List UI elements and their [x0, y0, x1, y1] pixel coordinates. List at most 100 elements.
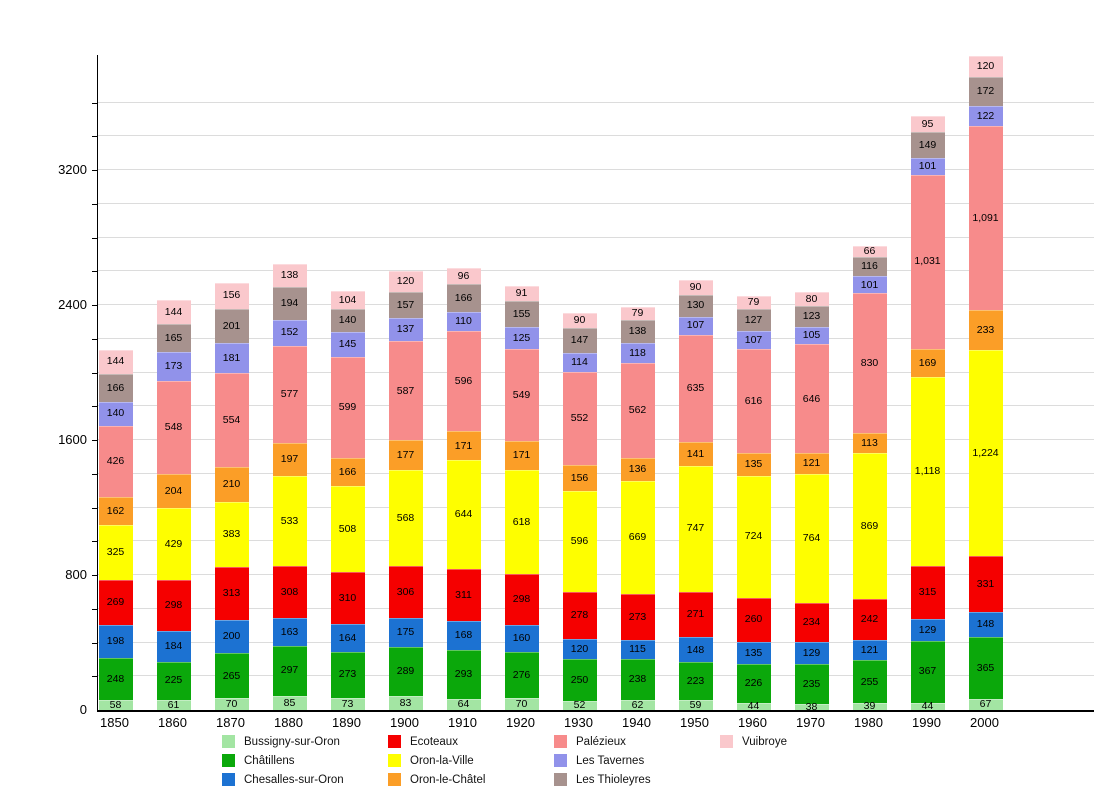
bar-segment-les-tavernes: 140 — [98, 401, 133, 426]
segment-value-label: 165 — [164, 331, 183, 344]
x-tick-label: 1920 — [506, 715, 535, 730]
legend-swatch-icon — [388, 773, 401, 786]
bar-segment-les-thioleyres: 140 — [330, 308, 365, 333]
bar-segment-chesalles-sur-oron: 198 — [98, 624, 133, 659]
bar-segment-oron-la-ville: 596 — [562, 491, 597, 592]
bar-segment-les-tavernes: 107 — [736, 330, 771, 349]
legend-swatch-icon — [554, 735, 567, 748]
segment-value-label: 171 — [454, 439, 473, 452]
y-tick-mark — [92, 642, 97, 644]
bar-segment-ecoteaux: 260 — [736, 597, 771, 642]
segment-value-label: 163 — [280, 625, 299, 638]
bar-segment-ecoteaux: 310 — [330, 571, 365, 624]
y-tick-mark — [92, 406, 97, 408]
segment-value-label: 95 — [921, 118, 934, 131]
y-tick-mark — [92, 541, 97, 543]
gridline — [98, 304, 1094, 305]
bar-segment-les-thioleyres: 194 — [272, 287, 307, 320]
bar-segment-oron-la-ville: 383 — [214, 502, 249, 567]
segment-value-label: 166 — [338, 465, 357, 478]
y-tick-label: 1600 — [58, 432, 87, 447]
bar-segment-bussigny-sur-oron: 52 — [562, 699, 597, 712]
y-tick-mark — [92, 676, 97, 678]
bar-segment-oron-la-ville: 325 — [98, 524, 133, 580]
bar-segment-pal-zieux: 1,091 — [968, 126, 1003, 311]
segment-value-label: 125 — [512, 331, 531, 344]
y-tick-mark — [92, 237, 97, 239]
y-tick-mark — [92, 136, 97, 138]
segment-value-label: 83 — [399, 696, 412, 709]
bar-segment-bussigny-sur-oron: 73 — [330, 697, 365, 710]
bar-segment-les-thioleyres: 201 — [214, 308, 249, 343]
bar-segment-oron-le-ch-tel: 204 — [156, 473, 191, 509]
bar-segment-chesalles-sur-oron: 120 — [562, 638, 597, 660]
bar-segment-vuibroye: 144 — [98, 349, 133, 374]
legend-label: Bussigny-sur-Oron — [244, 735, 340, 748]
segment-value-label: 152 — [280, 326, 299, 339]
segment-value-label: 331 — [976, 577, 995, 590]
x-tick-label: 2000 — [970, 715, 999, 730]
bar-segment-les-thioleyres: 116 — [852, 256, 887, 277]
bar-segment-bussigny-sur-oron: 38 — [794, 702, 829, 712]
segment-value-label: 66 — [863, 244, 876, 257]
bar-segment-les-tavernes: 105 — [794, 326, 829, 345]
x-tick-label: 1940 — [622, 715, 651, 730]
segment-value-label: 107 — [686, 319, 705, 332]
segment-value-label: 101 — [918, 159, 937, 172]
bar-segment-ecoteaux: 298 — [504, 574, 539, 625]
bar-segment-oron-la-ville: 747 — [678, 465, 713, 592]
segment-value-label: 138 — [280, 269, 299, 282]
segment-value-label: 162 — [106, 504, 125, 517]
segment-value-label: 123 — [802, 309, 821, 322]
legend-label: Les Thioleyres — [576, 773, 651, 786]
segment-value-label: 289 — [396, 665, 415, 678]
segment-value-label: 308 — [280, 585, 299, 598]
segment-value-label: 113 — [861, 436, 878, 449]
y-tick-mark — [92, 271, 97, 273]
y-tick-label: 3200 — [58, 162, 87, 177]
legend-swatch-icon — [388, 754, 401, 767]
segment-value-label: 122 — [976, 109, 995, 122]
bar-segment-bussigny-sur-oron: 39 — [852, 701, 887, 711]
bar-segment-chesalles-sur-oron: 121 — [852, 639, 887, 661]
bar-segment-bussigny-sur-oron: 83 — [388, 696, 423, 710]
gridline — [98, 135, 1094, 137]
bar-segment-ecoteaux: 311 — [446, 568, 481, 622]
legend-swatch-icon — [388, 735, 401, 748]
segment-value-label: 52 — [573, 699, 586, 712]
segment-value-label: 127 — [744, 313, 763, 326]
gridline — [98, 101, 1094, 103]
segment-value-label: 105 — [802, 329, 821, 342]
x-tick-label: 1930 — [564, 715, 593, 730]
bar-segment-ch-tillens: 238 — [620, 659, 655, 700]
segment-value-label: 235 — [802, 677, 821, 690]
segment-value-label: 114 — [571, 355, 588, 368]
segment-value-label: 144 — [106, 355, 125, 368]
gridline — [98, 169, 1094, 170]
segment-value-label: 67 — [979, 698, 992, 711]
segment-value-label: 44 — [921, 700, 934, 713]
segment-value-label: 554 — [222, 413, 241, 426]
segment-value-label: 177 — [396, 449, 415, 462]
bar-segment-chesalles-sur-oron: 135 — [736, 641, 771, 665]
y-tick-label: 800 — [65, 567, 87, 582]
segment-value-label: 121 — [860, 643, 879, 656]
segment-value-label: 197 — [280, 453, 299, 466]
segment-value-label: 830 — [860, 357, 879, 370]
segment-value-label: 365 — [976, 661, 995, 674]
segment-value-label: 172 — [976, 84, 995, 97]
bar-segment-bussigny-sur-oron: 61 — [156, 700, 191, 710]
y-tick-mark — [92, 203, 97, 205]
bar-segment-bussigny-sur-oron: 64 — [446, 699, 481, 710]
bar-segment-les-thioleyres: 147 — [562, 327, 597, 353]
segment-value-label: 145 — [338, 338, 357, 351]
bar-segment-les-thioleyres: 138 — [620, 320, 655, 344]
gridline — [98, 236, 1094, 238]
segment-value-label: 618 — [512, 515, 531, 528]
bar-segment-oron-le-ch-tel: 162 — [98, 497, 133, 525]
bar-segment-pal-zieux: 554 — [214, 373, 249, 467]
segment-value-label: 596 — [570, 535, 589, 548]
bar-segment-vuibroye: 120 — [968, 56, 1003, 77]
bar-segment-chesalles-sur-oron: 115 — [620, 639, 655, 660]
